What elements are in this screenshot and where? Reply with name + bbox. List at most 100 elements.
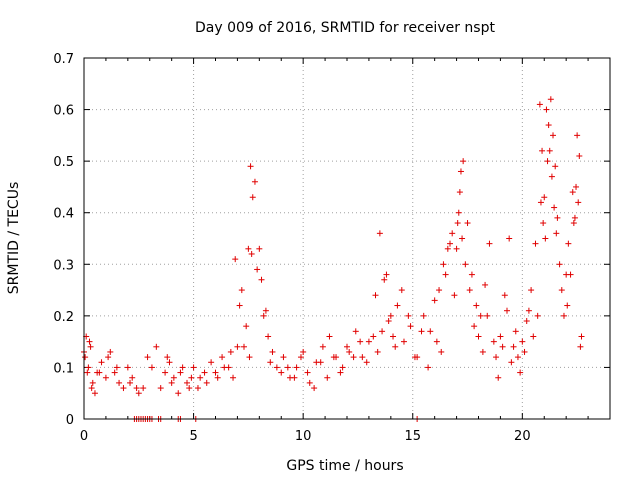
y-tick-label: 0.6 xyxy=(53,104,74,119)
data-point xyxy=(541,194,548,201)
data-point xyxy=(219,354,226,361)
data-point xyxy=(306,379,313,386)
data-point xyxy=(554,214,561,221)
data-point xyxy=(91,390,98,397)
data-point xyxy=(438,348,445,355)
data-point xyxy=(245,245,252,252)
data-point xyxy=(556,261,563,268)
data-point xyxy=(436,287,443,294)
data-point xyxy=(251,178,258,185)
data-point xyxy=(468,271,475,278)
y-tick-label: 0.2 xyxy=(53,310,74,325)
data-point xyxy=(124,364,131,371)
data-point xyxy=(278,369,285,376)
data-point xyxy=(234,343,241,350)
data-point xyxy=(569,189,576,196)
data-point xyxy=(258,276,265,283)
data-point xyxy=(157,385,164,392)
data-point xyxy=(475,333,482,340)
x-tick-label: 0 xyxy=(80,429,88,444)
data-point xyxy=(177,369,184,376)
data-point xyxy=(383,271,390,278)
data-point xyxy=(129,374,136,381)
data-point xyxy=(552,163,559,170)
data-point xyxy=(523,318,530,325)
data-point xyxy=(427,328,434,335)
data-point xyxy=(179,364,186,371)
data-point xyxy=(530,333,537,340)
data-point xyxy=(512,328,519,335)
data-point xyxy=(405,312,412,319)
data-point xyxy=(447,240,454,247)
data-point xyxy=(449,230,456,237)
data-point xyxy=(517,369,524,376)
data-point xyxy=(184,379,191,386)
data-point xyxy=(540,220,547,227)
data-point xyxy=(194,385,201,392)
data-point xyxy=(133,385,140,392)
data-point xyxy=(455,209,462,216)
data-point xyxy=(175,390,182,397)
data-point xyxy=(249,194,256,201)
data-point xyxy=(486,240,493,247)
data-point xyxy=(431,297,438,304)
data-point xyxy=(532,240,539,247)
data-point xyxy=(510,343,517,350)
data-point xyxy=(153,343,160,350)
data-point xyxy=(525,307,532,314)
data-point xyxy=(534,312,541,319)
data-point xyxy=(536,101,543,108)
data-point xyxy=(519,338,526,345)
data-point xyxy=(374,348,381,355)
data-point xyxy=(497,333,504,340)
data-point xyxy=(236,302,243,309)
data-point xyxy=(238,287,245,294)
data-point xyxy=(543,106,550,113)
data-point xyxy=(548,173,555,180)
data-point xyxy=(544,158,551,165)
data-point xyxy=(575,199,582,206)
data-point xyxy=(551,204,558,211)
y-tick-label: 0 xyxy=(66,413,74,428)
data-point xyxy=(144,354,151,361)
data-point xyxy=(503,307,510,314)
data-point xyxy=(304,369,311,376)
data-point xyxy=(370,333,377,340)
data-point xyxy=(214,374,221,381)
data-point xyxy=(350,354,357,361)
data-point xyxy=(107,348,114,355)
data-point xyxy=(571,214,578,221)
data-point xyxy=(140,385,147,392)
data-point xyxy=(493,354,500,361)
data-point xyxy=(471,323,478,330)
data-point xyxy=(521,348,528,355)
data-point xyxy=(451,292,458,299)
data-point xyxy=(212,369,219,376)
data-point xyxy=(254,266,261,273)
data-point xyxy=(168,379,175,386)
data-point xyxy=(260,312,267,319)
data-point xyxy=(201,369,208,376)
data-point xyxy=(573,183,580,190)
data-point xyxy=(418,328,425,335)
data-point xyxy=(372,292,379,299)
data-point xyxy=(462,261,469,268)
data-point xyxy=(243,323,250,330)
data-point xyxy=(508,359,515,366)
data-point xyxy=(203,379,210,386)
data-point xyxy=(88,385,95,392)
data-point xyxy=(85,364,92,371)
chart-title: Day 009 of 2016, SRMTID for receiver nsp… xyxy=(195,20,495,36)
data-point xyxy=(379,328,386,335)
data-point xyxy=(293,364,300,371)
data-point xyxy=(280,354,287,361)
data-point xyxy=(484,312,491,319)
data-point xyxy=(105,354,112,361)
data-points xyxy=(81,96,585,422)
data-point xyxy=(387,312,394,319)
data-point xyxy=(344,343,350,350)
y-tick-label: 0.4 xyxy=(53,207,74,222)
data-point xyxy=(96,369,103,376)
data-point xyxy=(564,302,571,309)
